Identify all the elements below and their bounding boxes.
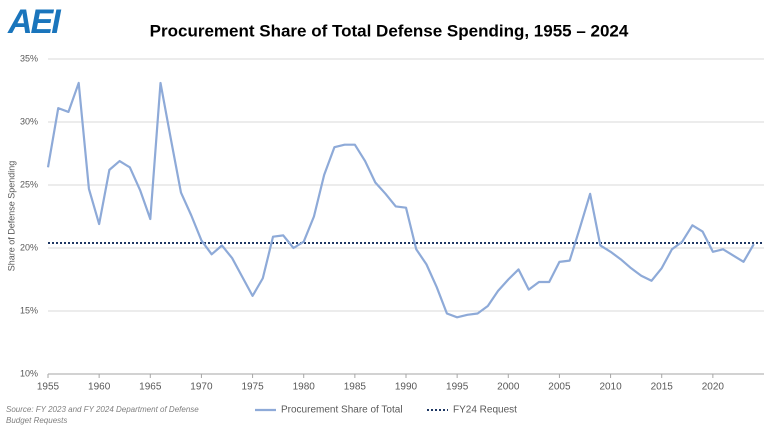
logo: AEI [7,3,62,41]
y-tick-label: 20% [20,242,38,252]
x-tick-label: 2015 [651,382,674,393]
x-tick-label: 1980 [293,382,316,393]
x-tick-label: 2020 [702,382,725,393]
x-tick-label: 1965 [139,382,162,393]
legend-label: FY24 Request [453,405,517,416]
y-axis-label: Share of Defense Spending [6,161,16,272]
y-tick-label: 35% [20,53,38,63]
data-line [46,81,755,319]
x-tick-label: 2005 [548,382,571,393]
legend-label: Procurement Share of Total [281,405,403,416]
x-tick-label: 2010 [599,382,622,393]
x-tick-label: 1960 [88,382,111,393]
y-tick-label: 10% [20,368,38,378]
x-tick-label: 2000 [497,382,520,393]
x-tick-label: 1975 [241,382,264,393]
x-tick-label: 1985 [344,382,367,393]
x-tick-label: 1995 [446,382,469,393]
source-note: Source: FY 2023 and FY 2024 Department o… [6,405,199,425]
x-tick-label: 1970 [190,382,213,393]
y-tick-label: 25% [20,179,38,189]
y-tick-label: 30% [20,116,38,126]
chart-title: Procurement Share of Total Defense Spend… [150,21,629,40]
x-tick-label: 1990 [395,382,418,393]
y-tick-label: 15% [20,305,38,315]
x-tick-label: 1955 [37,382,60,393]
